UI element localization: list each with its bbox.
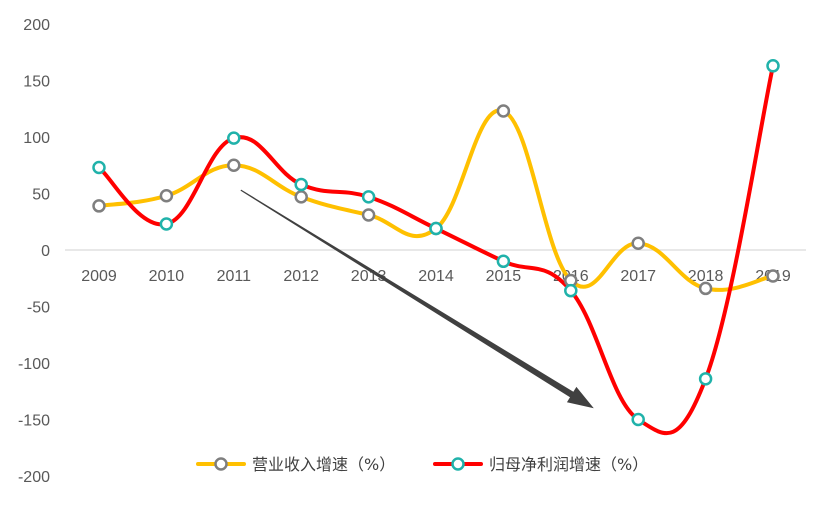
series-1-point bbox=[159, 189, 174, 203]
series-2-point bbox=[159, 217, 174, 231]
y-tick-label: -200 bbox=[18, 469, 50, 486]
x-tick-label: 2010 bbox=[149, 268, 185, 285]
y-tick-label: 0 bbox=[41, 243, 50, 260]
series-1-point bbox=[496, 104, 511, 118]
x-tick-label: 2012 bbox=[283, 268, 319, 285]
legend-label-1: 营业收入增速（%） bbox=[252, 455, 395, 474]
series-2-point bbox=[698, 372, 713, 386]
y-tick-label: 200 bbox=[23, 17, 50, 34]
x-tick-label: 2014 bbox=[418, 268, 454, 285]
x-tick-label: 2018 bbox=[688, 268, 724, 285]
y-tick-label: -50 bbox=[27, 300, 50, 317]
series-1-point bbox=[92, 199, 106, 213]
trend-arrow bbox=[240, 189, 594, 409]
legend-label-2: 归母净利润增速（%） bbox=[489, 455, 648, 474]
series-1-point bbox=[698, 281, 713, 296]
series-2-point bbox=[92, 160, 106, 175]
x-tick-label: 2015 bbox=[486, 268, 522, 285]
series-2-point bbox=[294, 177, 308, 192]
legend-marker-2 bbox=[451, 457, 465, 471]
y-tick-label: -150 bbox=[18, 413, 50, 430]
series-1-point bbox=[766, 269, 780, 283]
series-2-point bbox=[429, 221, 443, 236]
series-1-point bbox=[227, 158, 241, 172]
x-tick-label: 2011 bbox=[217, 268, 252, 285]
series-line-1 bbox=[97, 108, 775, 292]
y-tick-label: 50 bbox=[32, 187, 50, 204]
series-1-point bbox=[361, 208, 376, 222]
legend-marker-1 bbox=[214, 457, 228, 471]
series-1-point bbox=[631, 236, 645, 250]
series-1-point bbox=[294, 190, 308, 204]
x-tick-label: 2009 bbox=[81, 268, 117, 285]
series-2-point bbox=[766, 59, 780, 73]
series-2-point bbox=[227, 131, 241, 145]
y-tick-label: 100 bbox=[23, 130, 50, 147]
series-line-2 bbox=[97, 63, 775, 436]
series-2-point bbox=[631, 412, 645, 427]
y-tick-label: 150 bbox=[23, 74, 50, 91]
x-tick-label: 2017 bbox=[620, 268, 656, 285]
x-tick-label: 2013 bbox=[351, 268, 387, 285]
series-2-point bbox=[564, 283, 578, 298]
y-tick-label: -100 bbox=[18, 356, 50, 373]
series-2-point bbox=[361, 190, 376, 204]
series-2-point bbox=[496, 254, 511, 269]
